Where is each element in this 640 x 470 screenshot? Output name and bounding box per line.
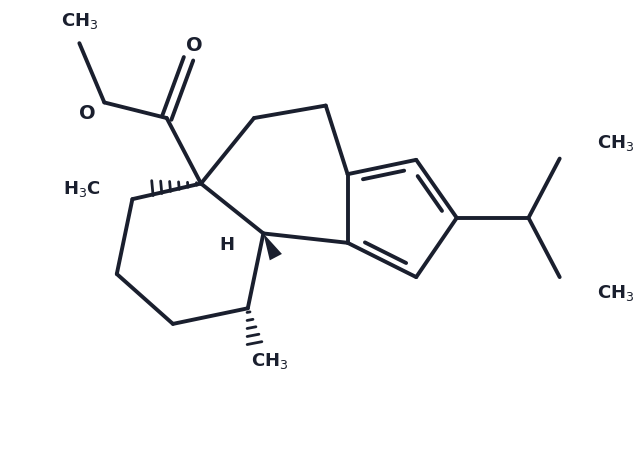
Polygon shape: [264, 234, 282, 260]
Text: O: O: [186, 36, 203, 55]
Text: O: O: [79, 104, 96, 123]
Text: CH$_3$: CH$_3$: [61, 11, 98, 31]
Text: H$_3$C: H$_3$C: [63, 179, 101, 198]
Text: CH$_3$: CH$_3$: [251, 351, 288, 371]
Text: H: H: [220, 235, 235, 254]
Text: CH$_3$: CH$_3$: [597, 133, 634, 153]
Text: CH$_3$: CH$_3$: [597, 282, 634, 303]
